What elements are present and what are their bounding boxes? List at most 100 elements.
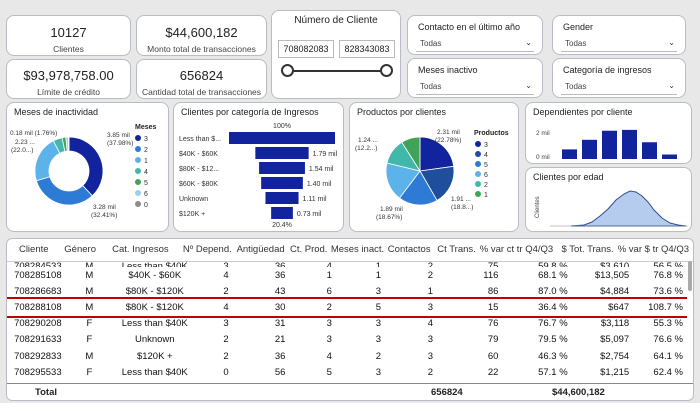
column-header[interactable]: Antigüedad — [233, 239, 288, 262]
column-svg: 2 mil 0 mil — [536, 129, 677, 161]
data-table: Cliente Género Cat. Ingresos Nº Depend. Anti… — [7, 239, 693, 262]
legend-swatch — [135, 168, 141, 174]
table-cell: F — [86, 366, 93, 378]
area-svg: Clientes — [535, 190, 688, 227]
table-cell: 5 — [326, 366, 332, 378]
numero-cliente-max-input[interactable]: 828343083 — [339, 40, 395, 58]
chevron-down-icon: ⌄ — [525, 38, 532, 47]
table-body[interactable]: 708284533 M Less than $40K 3 36 4 1 2 75 59.8 % $3… — [7, 261, 687, 383]
column-header[interactable]: Meses inact. — [329, 239, 386, 262]
chevron-down-icon: ⌄ — [525, 81, 532, 90]
table-cell: 4 — [326, 350, 332, 362]
table-cell: 60.0 % — [502, 380, 571, 384]
table-cell: 15 — [487, 301, 499, 313]
table-cell: 2 — [427, 366, 434, 378]
column-bar — [622, 129, 637, 159]
table-cell: $4,884 — [600, 285, 630, 297]
table-row[interactable]: 708292833 M $120K + 2 36 4 2 3 60 46.3 % $2,754 64.… — [7, 348, 687, 364]
slider-handle-max[interactable] — [380, 64, 393, 77]
contacto-slicer: Contacto en el último año Todas ⌄ — [407, 15, 543, 55]
table-cell: 22 — [487, 366, 499, 378]
funnel-bar — [265, 192, 299, 204]
scrollbar[interactable] — [688, 261, 692, 291]
table-cell: 64.1 % — [653, 350, 683, 362]
funnel-category: $60K - $80K — [179, 181, 218, 188]
numero-cliente-min-input[interactable]: 708082083 — [278, 40, 334, 58]
table-row[interactable]: 708295533 F Less than $40K 0 56 5 3 2 22 57.1 % $1… — [7, 364, 687, 380]
funnel-value: 0.73 mil — [297, 211, 322, 218]
funnel-category: Less than $... — [179, 136, 221, 143]
table-cell: $647 — [608, 301, 630, 313]
table-cell: 4 — [223, 269, 229, 281]
kpi-monto-card: $44,600,182 Monto total de transacciones — [136, 15, 267, 56]
clients-table: Cliente Género Cat. Ingresos Nº Depend. Anti… — [6, 238, 694, 401]
column-header[interactable]: Cat. Ingresos — [99, 239, 181, 262]
table-row[interactable]: 708286683 M $80K - $120K 2 43 6 3 1 86 87.0 % $4,8… — [7, 283, 687, 299]
productos-clientes-chart: Productos por clientes 2.31 mil (22.78%)… — [349, 102, 519, 232]
table-cell: 86 — [487, 285, 499, 297]
legend-item: 5 — [144, 180, 148, 187]
y-tick-bottom: 0 mil — [536, 154, 550, 161]
funnel-category: $120K + — [179, 211, 205, 218]
contacto-dropdown[interactable]: Todas ⌄ — [416, 36, 534, 52]
table-row[interactable]: 708291633 F Unknown 2 21 3 3 3 79 79.5 % $5,097 76.… — [7, 332, 687, 348]
meses-dropdown[interactable]: Todas ⌄ — [416, 79, 534, 95]
pie-label-a2: (22.78%) — [435, 137, 461, 144]
column-header[interactable]: % var ct tr Q4/Q3 — [479, 239, 558, 262]
clientes-edad-chart: Clientes por edad Clientes — [525, 167, 692, 232]
table-cell: 57.1 % — [538, 366, 568, 378]
table-cell: 0 — [223, 366, 229, 378]
y-axis-label: Clientes — [535, 196, 541, 218]
table-cell: 708286683 — [14, 285, 62, 297]
table-row-partial[interactable]: 708284533 M Less than $40K 3 36 4 1 2 75 59.8 % $3… — [7, 261, 687, 267]
column-header[interactable]: Ct Trans. — [433, 239, 480, 262]
table-cell: M — [69, 380, 110, 384]
pie-svg: 2.31 mil (22.78%) 1.24 ... (12.2...) 1.9… — [355, 129, 509, 221]
meses-slicer: Meses inactivo Todas ⌄ — [407, 58, 543, 98]
ingresos-dropdown[interactable]: Todas ⌄ — [561, 79, 677, 95]
legend-item: 0 — [144, 202, 148, 209]
slider-handle-min[interactable] — [281, 64, 294, 77]
table-cell: 3 — [375, 285, 382, 297]
total-tot-trans: $44,600,182 — [552, 387, 605, 398]
funnel-value: 1.79 mil — [313, 151, 338, 158]
chart-title: Productos por clientes — [357, 107, 447, 117]
table-cell: 36 — [274, 350, 286, 362]
legend-swatch — [135, 201, 141, 207]
kpi-monto-label: Monto total de transacciones — [147, 44, 256, 54]
column-header[interactable]: Género — [60, 239, 100, 262]
table-cell: 708284533 — [14, 261, 62, 267]
column-header[interactable]: Ct. Prod. — [287, 239, 330, 262]
contacto-value: Todas — [420, 39, 442, 48]
gender-slicer: Gender Todas ⌄ — [552, 15, 686, 55]
column-header[interactable]: % var $ tr Q4/Q3 — [617, 239, 693, 262]
pie-label-d: 1.91 ... — [451, 196, 471, 203]
kpi-clientes-value: 10127 — [50, 25, 87, 40]
ingresos-slicer: Categoría de ingresos Todas ⌄ — [552, 58, 686, 98]
table-row-highlighted[interactable]: 708288108 M $80K - $120K 4 30 2 5 3 15 36.4 % $647… — [7, 297, 687, 318]
donut-svg: 3.85 mil (37.98%) 0.18 mil (1.76%) 2.23 … — [10, 124, 157, 219]
funnel-bottom-label: 20.4% — [272, 222, 292, 229]
table-cell: M — [85, 269, 94, 281]
table-cell: 3 — [223, 318, 229, 330]
legend-title: Productos — [474, 130, 509, 137]
table-cell: 708290208 — [14, 318, 62, 330]
contacto-title: Contacto en el último año — [418, 22, 521, 32]
table-row[interactable]: 708296883M$80K - $120K3365337860.0 %$4,1… — [7, 380, 687, 384]
column-header[interactable]: $ Tot. Trans. — [557, 239, 618, 262]
table-cell: 56 — [274, 366, 286, 378]
column-header[interactable]: Nº Depend. — [180, 239, 234, 262]
table-cell: $3,118 — [600, 318, 630, 330]
table-row[interactable]: 708285108 M $40K - $60K 4 36 1 1 2 116 68.1 % $13,… — [7, 267, 687, 283]
table-cell: $13,505 — [594, 269, 630, 281]
table-cell: $120K + — [136, 350, 173, 362]
kpi-limite-card: $93,978,758.00 Límite de crédito — [6, 59, 131, 99]
gender-dropdown[interactable]: Todas ⌄ — [561, 36, 677, 52]
table-cell: 6 — [326, 285, 332, 297]
donut-label-c: 0.18 mil (1.76%) — [10, 130, 57, 137]
table-row[interactable]: 708290208 F Less than $40K 3 31 3 3 4 76 76.7 % $3… — [7, 316, 687, 332]
table-cell: 76.6 % — [653, 334, 683, 346]
table-cell: 79.5 % — [538, 334, 568, 346]
column-header[interactable]: Contactos — [385, 239, 434, 262]
column-header[interactable]: Cliente — [7, 239, 61, 262]
